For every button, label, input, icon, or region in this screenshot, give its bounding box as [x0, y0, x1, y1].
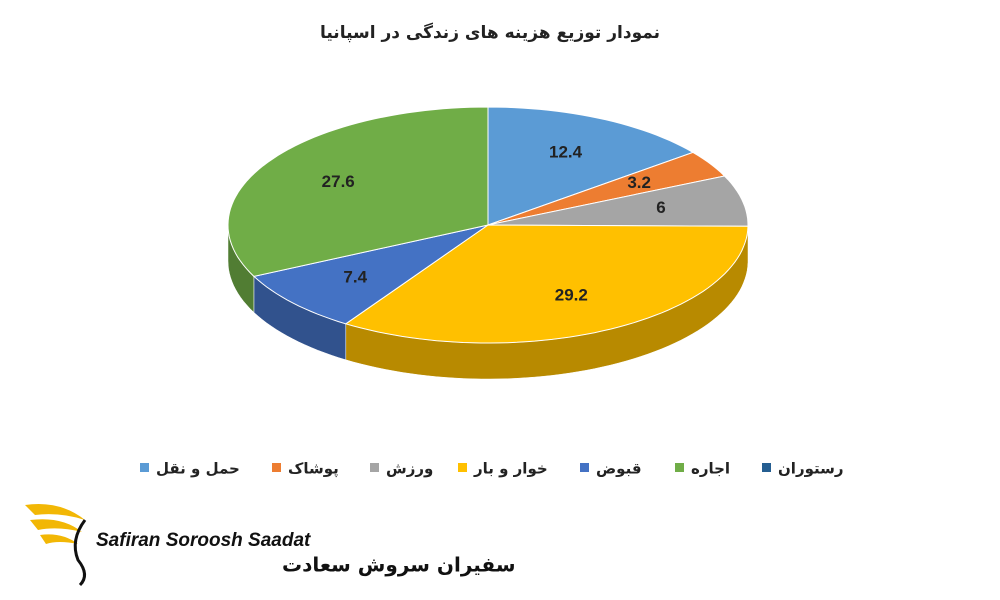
legend-item: قبوض — [580, 460, 642, 478]
value-label: 3.2 — [627, 173, 651, 192]
logo-persian: سفیران سروش سعادت — [282, 553, 516, 577]
value-label: 29.2 — [555, 285, 588, 304]
legend-swatch — [580, 463, 589, 472]
value-label: 7.4 — [343, 267, 367, 286]
logo-latin: Safiran Soroosh Saadat — [96, 530, 311, 551]
legend-label: اجاره — [691, 460, 730, 478]
legend-item: رستوران — [762, 460, 844, 478]
chart-title: نمودار توزیع هزینه های زندگی در اسپانیا — [320, 22, 660, 43]
legend-item: اجاره — [675, 460, 730, 478]
legend-label: ورزش — [386, 460, 433, 478]
logo-wing — [25, 504, 85, 520]
legend-swatch — [762, 463, 771, 472]
legend-swatch — [272, 463, 281, 472]
legend-label: پوشاک — [288, 460, 339, 479]
logo-wing — [30, 519, 82, 532]
logo-swan — [73, 519, 87, 587]
legend-label: حمل و نقل — [156, 460, 240, 478]
legend-label: رستوران — [778, 460, 844, 478]
legend-swatch — [675, 463, 684, 472]
legend-item: خوار و بار — [458, 460, 548, 478]
slice — [487, 106, 695, 226]
slice — [487, 151, 726, 226]
legend-label: خوار و بار — [473, 460, 548, 478]
legend-swatch — [370, 463, 379, 472]
logo-wing — [40, 534, 78, 544]
legend-item: ورزش — [370, 460, 433, 478]
legend-label: قبوض — [596, 460, 642, 478]
value-label: 12.4 — [549, 142, 583, 161]
logo: Safiran Soroosh Saadat سفیران سروش سعادت — [25, 504, 516, 587]
legend-item: حمل و نقل — [140, 460, 240, 478]
value-label: 27.6 — [322, 172, 355, 191]
slice — [487, 175, 749, 227]
legend-swatch — [140, 463, 149, 472]
legend-item: پوشاک — [272, 460, 339, 479]
slice — [227, 106, 489, 277]
slice — [252, 224, 489, 325]
value-label: 6 — [656, 198, 665, 217]
legend-swatch — [458, 463, 467, 472]
